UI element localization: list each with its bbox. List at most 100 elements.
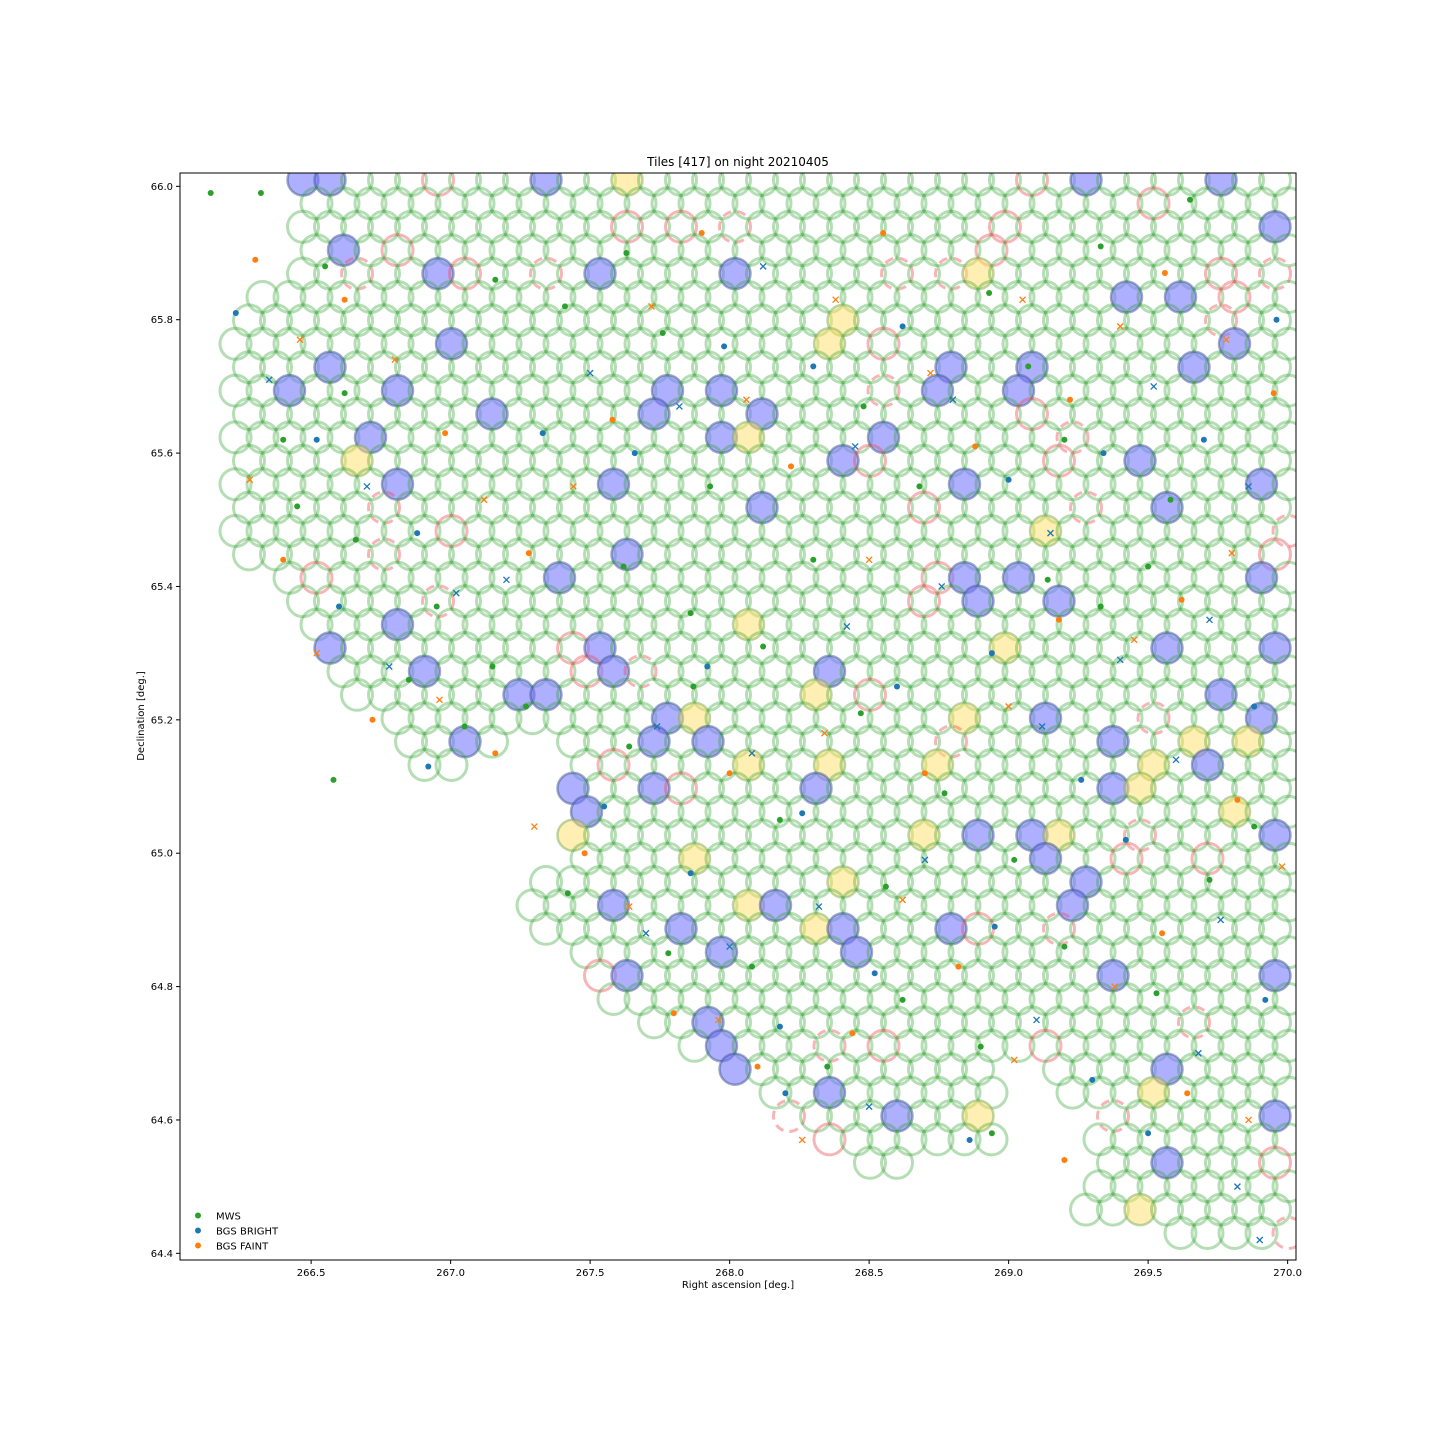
patrol-ring <box>556 584 590 619</box>
patrol-ring <box>799 209 833 244</box>
mws-point <box>280 436 287 443</box>
patrol-ring <box>637 209 671 244</box>
patrol-ring <box>1109 233 1144 268</box>
patrol-ring <box>353 514 388 548</box>
patrol-ring <box>434 560 469 595</box>
patrol-ring <box>623 280 658 314</box>
patrol-ring <box>623 467 658 502</box>
mws-point <box>857 710 864 717</box>
mws-point <box>207 190 214 196</box>
patrol-ring <box>988 677 1022 712</box>
patrol-ring <box>839 467 874 502</box>
patrol-ring <box>1271 326 1296 361</box>
assigned-ring-blue <box>1150 490 1184 525</box>
patrol-ring <box>353 654 388 689</box>
bgs-faint-point <box>525 550 532 557</box>
patrol-ring <box>1109 467 1144 502</box>
patrol-ring <box>1217 607 1252 642</box>
bgs-bright-cross <box>642 929 650 937</box>
patrol-ring <box>1096 911 1130 946</box>
patrol-ring <box>1001 888 1036 923</box>
patrol-ring <box>421 350 455 385</box>
patrol-ring <box>1109 888 1144 923</box>
patrol-ring <box>1231 1052 1265 1087</box>
patrol-ring <box>853 173 887 197</box>
bgs-bright-cross <box>938 583 946 590</box>
patrol-ring <box>542 888 577 923</box>
patrol-ring <box>1244 233 1279 268</box>
assigned-ring-yellow <box>556 818 590 852</box>
bgs-bright-point <box>1005 476 1012 483</box>
patrol-ring <box>596 373 631 408</box>
y-tick-label: 65.2 <box>151 715 173 726</box>
patrol-ring <box>907 397 941 431</box>
assigned-ring-blue <box>380 467 415 501</box>
assigned-ring-yellow <box>799 678 833 712</box>
patrol-ring <box>542 186 577 221</box>
assigned-ring-yellow <box>731 420 766 455</box>
patrol-ring <box>1177 1099 1211 1133</box>
patrol-ring <box>1042 303 1076 338</box>
bgs-faint-point <box>442 430 449 437</box>
bgs-faint-point <box>670 1010 677 1017</box>
patrol-ring <box>1258 1005 1292 1040</box>
patrol-ring <box>920 654 955 689</box>
assigned-ring-blue <box>1177 350 1211 384</box>
patrol-ring <box>826 1099 860 1133</box>
patrol-ring <box>934 1005 968 1040</box>
patrol-ring <box>1082 186 1117 221</box>
patrol-ring <box>1177 443 1211 478</box>
patrol-ring <box>745 350 779 385</box>
patrol-ring <box>340 490 374 525</box>
patrol-ring <box>1190 1216 1225 1250</box>
patrol-ring <box>1177 303 1211 338</box>
patrol-ring <box>1096 350 1130 385</box>
patrol-ring <box>731 701 766 736</box>
patrol-ring <box>569 935 604 970</box>
patrol-ring <box>448 631 482 665</box>
patrol-ring <box>704 467 739 502</box>
patrol-ring <box>772 256 806 291</box>
patrol-ring <box>988 490 1022 525</box>
patrol-ring <box>272 467 307 502</box>
bgs-faint-cross <box>296 336 304 344</box>
bgs-bright-cross <box>1256 1236 1264 1244</box>
patrol-ring <box>907 677 941 712</box>
patrol-ring <box>1042 631 1076 665</box>
patrol-ring <box>772 537 806 572</box>
patrol-ring <box>691 173 725 197</box>
patrol-ring <box>475 631 509 665</box>
patrol-ring <box>650 982 685 1016</box>
patrol-ring <box>461 186 496 221</box>
patrol-ring <box>1136 935 1171 970</box>
patrol-ring <box>245 514 280 548</box>
patrol-ring <box>934 631 968 665</box>
bgs-faint-cross <box>1019 296 1027 304</box>
patrol-ring <box>1150 818 1184 853</box>
patrol-ring <box>907 1052 941 1087</box>
assigned-ring-blue <box>637 724 671 759</box>
x-tick-label: 267.5 <box>576 1268 605 1279</box>
patrol-ring <box>326 654 361 689</box>
bgs-faint-point <box>280 556 287 563</box>
patrol-ring <box>1082 326 1117 361</box>
patrol-ring <box>299 280 334 314</box>
patrol-ring <box>421 209 455 244</box>
patrol-ring <box>1258 584 1292 619</box>
patrol-ring <box>839 794 874 829</box>
patrol-ring <box>893 326 928 361</box>
patrol-ring <box>340 350 374 385</box>
patrol-ring <box>529 911 563 946</box>
patrol-ring <box>1042 256 1076 291</box>
patrol-ring <box>1082 514 1117 548</box>
patrol-ring <box>340 677 374 712</box>
patrol-ring <box>664 443 698 478</box>
bgs-bright-point <box>336 603 342 610</box>
patrol-ring <box>1271 560 1296 595</box>
patrol-ring <box>1204 631 1238 665</box>
unassigned-ring <box>623 654 658 689</box>
patrol-ring <box>488 233 523 268</box>
assigned-ring-blue <box>1244 561 1279 595</box>
assigned-ring-blue <box>313 173 347 197</box>
bgs-bright-cross <box>385 663 393 670</box>
